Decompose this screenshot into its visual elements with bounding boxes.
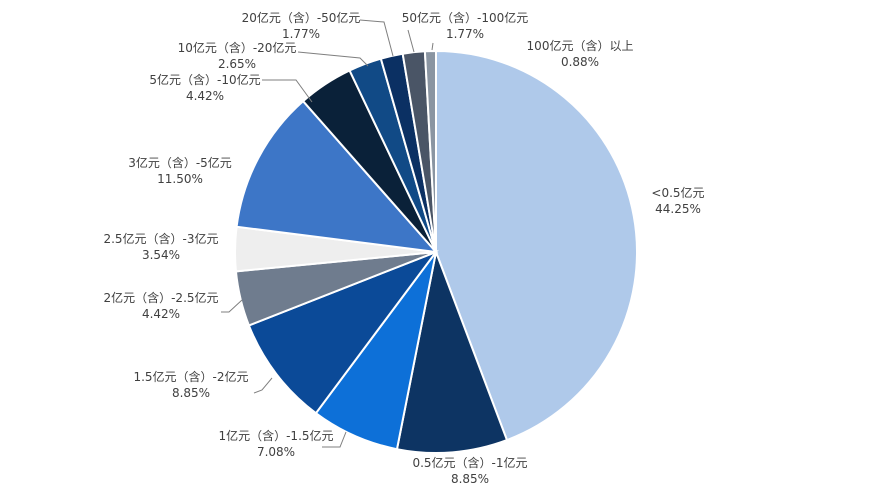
slice-category-label: <0.5亿元 (651, 185, 704, 200)
slice-category-label: 1亿元（含）-1.5亿元 (218, 428, 333, 443)
slice-category-label: 3亿元（含）-5亿元 (128, 155, 232, 170)
slice-category-label: 0.5亿元（含）-1亿元 (412, 455, 527, 470)
slice-category-label: 100亿元（含）以上 (527, 38, 634, 53)
leader-line-3 (322, 431, 347, 448)
slices-layer (234, 49, 638, 454)
slice-percent-label: 44.25% (655, 202, 701, 216)
slice-category-label: 5亿元（含）-10亿元 (149, 72, 260, 87)
leader-line-5 (221, 299, 243, 313)
leader-line-9 (297, 51, 369, 67)
leader-line-8 (262, 79, 313, 103)
slice-percent-label: 3.54% (142, 248, 180, 262)
slice-category-label: 2亿元（含）-2.5亿元 (103, 290, 218, 305)
slice-category-label: 20亿元（含）-50亿元 (242, 10, 361, 25)
slice-percent-label: 4.42% (142, 307, 180, 321)
slice-category-label: 50亿元（含）-100亿元 (402, 10, 529, 25)
labels-layer: <0.5亿元 44.25% 0.5亿元（含）-1亿元 8.85% 1亿元（含）-1.5亿… (103, 10, 704, 486)
slice-percent-label: 8.85% (172, 386, 210, 400)
slice-percent-label: 7.08% (257, 445, 295, 459)
pie-slice-2 (395, 248, 509, 454)
leader-lines-layer (221, 19, 434, 448)
slice-percent-label: 0.88% (561, 55, 599, 69)
leader-line-11 (407, 29, 415, 53)
slice-percent-label: 2.65% (218, 57, 256, 71)
slice-percent-label: 1.77% (446, 27, 484, 41)
slice-percent-label: 8.85% (451, 472, 489, 486)
slice-percent-label: 1.77% (282, 27, 320, 41)
leader-line-4 (253, 377, 273, 394)
slice-percent-label: 4.42% (186, 89, 224, 103)
slice-category-label: 2.5亿元（含）-3亿元 (103, 231, 218, 246)
pie-slice-7 (235, 99, 439, 254)
slice-percent-label: 11.50% (157, 172, 203, 186)
slice-category-label: 1.5亿元（含）-2亿元 (133, 369, 248, 384)
slice-category-label: 10亿元（含）-20亿元 (178, 40, 297, 55)
pie-slice-12 (423, 49, 437, 253)
leader-line-10 (359, 19, 394, 57)
pie-slice-4 (247, 249, 439, 415)
leader-line-12 (431, 42, 434, 51)
pie-slice-1 (435, 49, 638, 442)
